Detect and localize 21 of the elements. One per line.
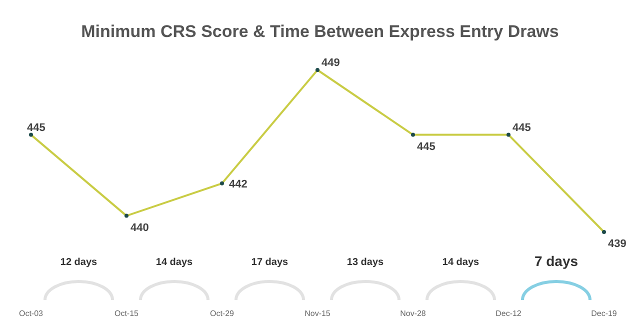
x-tick-label: Oct-29 — [210, 309, 235, 318]
data-label: 440 — [130, 222, 149, 234]
data-label: 445 — [512, 122, 531, 134]
text: 14 days — [442, 257, 480, 268]
data-label: 449 — [322, 57, 340, 69]
data-label: 439 — [608, 238, 626, 250]
text: 13 days — [346, 257, 384, 268]
x-tick-label: Nov-15 — [304, 309, 331, 318]
data-label: 445 — [417, 140, 436, 153]
data-label: 445 — [27, 122, 46, 134]
chart-title: Minimum CRS Score & Time Between Express Entry Draws — [81, 22, 559, 41]
x-tick-label: Oct-03 — [18, 309, 44, 318]
text: 12 days — [60, 257, 98, 268]
x-tick-label: Dec-19 — [591, 309, 618, 318]
text: 7 days — [534, 253, 578, 269]
x-tick-label: Nov-28 — [400, 309, 426, 318]
data-label: 442 — [229, 178, 248, 190]
text: 14 days — [156, 257, 194, 268]
x-tick-label: Oct-15 — [114, 309, 140, 318]
text: 17 days — [251, 257, 289, 268]
x-tick-label: Dec-12 — [496, 309, 522, 318]
